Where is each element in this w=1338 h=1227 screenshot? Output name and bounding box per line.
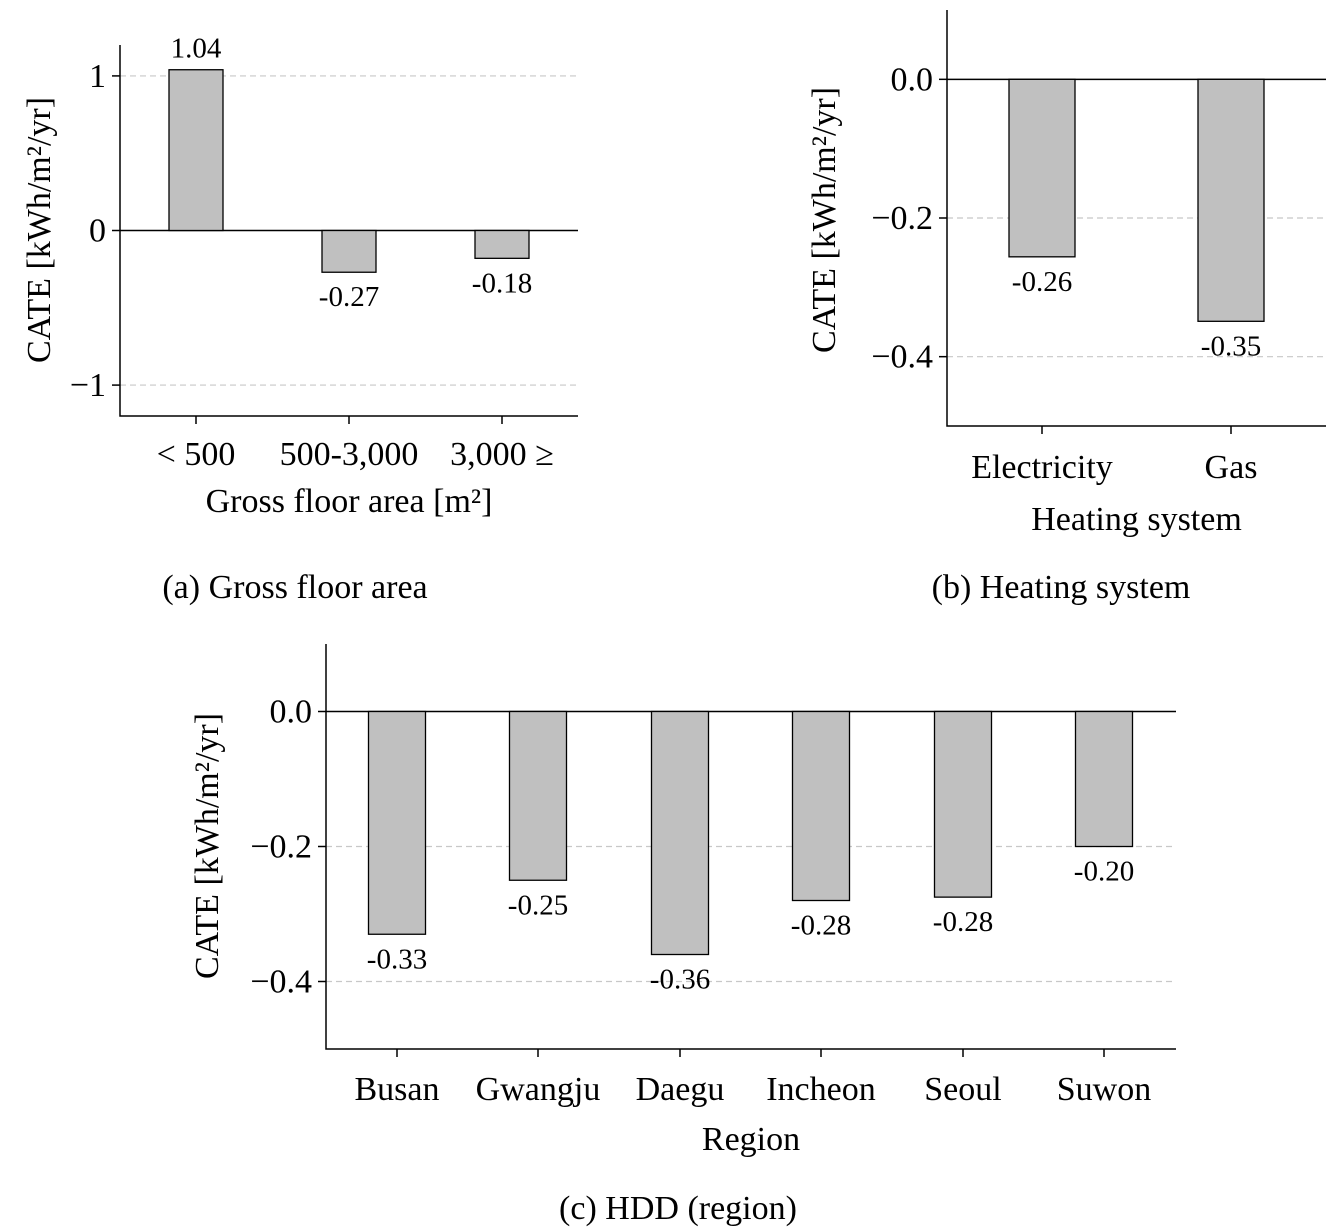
data-label-500-3-000: -0.27 [319,281,379,313]
data-label-suwon: -0.20 [1074,856,1134,888]
data-label-incheon: -0.28 [791,910,851,942]
axis-spine [946,10,1326,427]
y-tick-label: −0.2 [871,200,933,237]
axis-spine [325,644,1176,1050]
x-tick-label-incheon: Incheon [766,1071,876,1108]
x-tick-label-500: < 500 [157,436,236,473]
data-label-gas: -0.35 [1201,330,1261,362]
y-tick-label: −0.2 [250,829,312,866]
x-tick-label-busan: Busan [355,1071,440,1108]
data-label-seoul: -0.28 [933,906,993,938]
y-tick-label: −0.4 [250,964,312,1001]
bar-daegu [650,710,710,956]
bar-500 [168,69,224,232]
y-tick-label: 0.0 [270,694,313,731]
y-tick-label: 0 [89,213,106,250]
bar-gas [1197,78,1265,322]
y-tick-label: −1 [70,367,106,404]
y-tick-label: −0.4 [871,339,933,376]
chart-heating-system: −0.4 −0.2 0.0 -0.26 Electricity -0.35 Gas Heati… [806,10,1326,606]
figure-caption: (b) Heating system [932,569,1191,606]
x-tick-label-gas: Gas [1205,449,1258,486]
x-axis-title: Heating system [1031,501,1242,538]
x-tick-label-500-3-000: 500-3,000 [280,436,419,473]
y-tick-label: 0.0 [891,61,934,98]
data-label-electricity: -0.26 [1012,266,1072,298]
data-label-gwangju: -0.25 [508,889,568,921]
axis-spine [119,45,578,417]
x-tick-label-electricity: Electricity [971,449,1113,486]
chart-hdd-region: −0.4 −0.2 0.0 -0.33 Busan -0.25 Gwangju -0.36 Da… [189,644,1176,1227]
figure-caption: (a) Gross floor area [162,569,427,606]
x-axis-title: Region [702,1121,800,1158]
y-axis-title: CATE [kWh/m²/yr] [21,97,58,363]
x-tick-label-3-000: 3,000 ≥ [450,436,554,473]
x-axis-title: Gross floor area [m²] [206,483,493,520]
x-tick-label-suwon: Suwon [1057,1071,1151,1108]
data-label-busan: -0.33 [367,943,427,975]
x-tick-label-gwangju: Gwangju [476,1071,601,1108]
bar-seoul [933,710,993,898]
bar-incheon [791,710,851,902]
bar-500-3-000 [321,229,377,273]
bar-suwon [1074,710,1134,848]
y-tick-label: 1 [89,58,106,95]
data-label-3-000: -0.18 [472,267,532,299]
data-label-500: 1.04 [171,33,222,65]
data-label-daegu: -0.36 [650,964,710,996]
bar-busan [367,710,427,935]
y-axis-title: CATE [kWh/m²/yr] [189,713,226,979]
bar-3-000 [474,229,530,259]
x-tick-label-seoul: Seoul [924,1071,1001,1108]
bar-gwangju [508,710,568,881]
x-tick-label-daegu: Daegu [636,1071,725,1108]
figure-caption: (c) HDD (region) [559,1190,797,1227]
bar-electricity [1008,78,1076,258]
y-axis-title: CATE [kWh/m²/yr] [806,87,843,353]
chart-gross-floor-area: −1 0 1 1.04 < 500 -0.27 500-3,000 -0.18 3,000 ≥ G… [21,33,578,606]
